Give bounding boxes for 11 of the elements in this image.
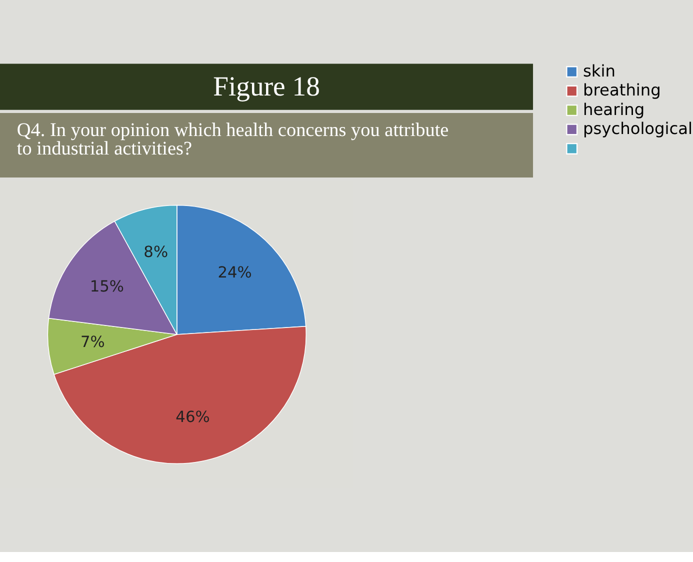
legend-label: psychological: [583, 119, 693, 138]
data-label: 7%: [80, 333, 105, 352]
text: Q4. In your opinion which health concerns you attribute to industrial activities?: [16, 120, 449, 160]
legend-label: skin: [583, 61, 616, 80]
legend-label: breathing: [583, 80, 661, 100]
data-label: 15%: [90, 278, 124, 296]
data-label: 24%: [218, 263, 252, 282]
data-label: 46%: [176, 408, 210, 426]
legend-label: hearing: [583, 100, 645, 119]
chart-title: Figure 18: [213, 70, 320, 102]
data-label: 8%: [144, 243, 168, 262]
